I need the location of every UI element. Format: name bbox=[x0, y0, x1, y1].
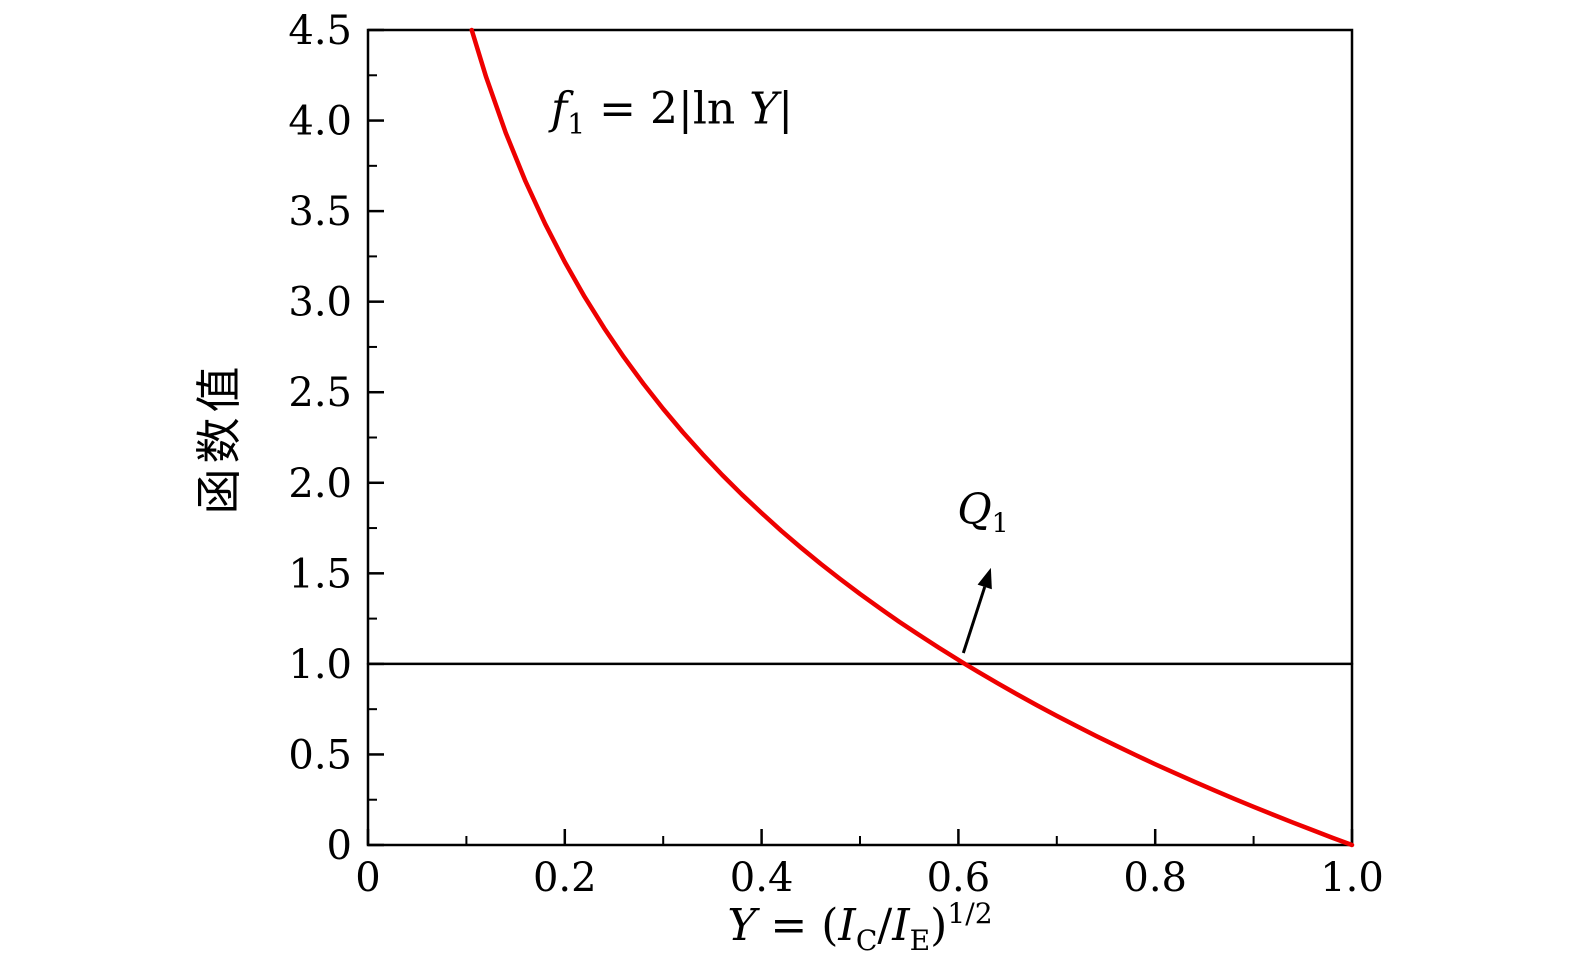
annotation-arrow-line bbox=[961, 586, 987, 654]
math-fragment: E bbox=[909, 923, 931, 957]
y-tick-label: 0 bbox=[327, 823, 352, 869]
y-tick-label: 1.0 bbox=[288, 642, 352, 688]
math-fragment: C bbox=[855, 923, 878, 957]
math-fragment: ) bbox=[930, 900, 948, 952]
math-fragment: Y bbox=[727, 900, 757, 952]
curve-equation-label: f1 = 2|ln Y| bbox=[551, 83, 793, 140]
math-fragment: Y bbox=[749, 83, 779, 135]
point-q1-label: Q1 bbox=[957, 484, 1009, 539]
math-fragment: f bbox=[550, 83, 568, 135]
math-fragment: = 2|ln bbox=[585, 83, 750, 135]
y-tick-label: 2.5 bbox=[288, 370, 352, 416]
y-tick-label: 1.5 bbox=[288, 551, 352, 597]
x-tick-label: 0.4 bbox=[730, 855, 794, 901]
math-fragment: Q bbox=[957, 484, 992, 534]
math-fragment: / bbox=[877, 900, 893, 952]
f1-curve bbox=[469, 27, 1355, 848]
x-tick-label: 1.0 bbox=[1320, 855, 1384, 901]
math-fragment: I bbox=[838, 900, 856, 952]
math-fragment: I bbox=[892, 900, 910, 952]
y-tick-label: 4.5 bbox=[288, 8, 352, 54]
y-tick-label: 0.5 bbox=[288, 732, 352, 778]
x-tick-label: 0.2 bbox=[533, 855, 597, 901]
x-tick-label: 0.6 bbox=[927, 855, 991, 901]
math-fragment: | bbox=[778, 83, 794, 135]
annotation-arrowhead bbox=[977, 567, 992, 590]
math-fragment: 1 bbox=[567, 106, 586, 140]
y-tick-label: 2.0 bbox=[288, 461, 352, 507]
y-tick-label: 3.0 bbox=[288, 280, 352, 326]
math-fragment: 1/2 bbox=[947, 897, 993, 931]
x-tick-label: 0.8 bbox=[1123, 855, 1187, 901]
y-tick-label: 3.5 bbox=[288, 189, 352, 235]
y-axis-title: 函数值 bbox=[192, 361, 246, 514]
x-axis-title: Y = (IC/IE)1/2 bbox=[727, 897, 992, 957]
x-tick-label: 0 bbox=[355, 855, 380, 901]
math-fragment: 1 bbox=[991, 508, 1009, 540]
math-fragment: = ( bbox=[756, 900, 839, 952]
y-tick-label: 4.0 bbox=[288, 99, 352, 145]
